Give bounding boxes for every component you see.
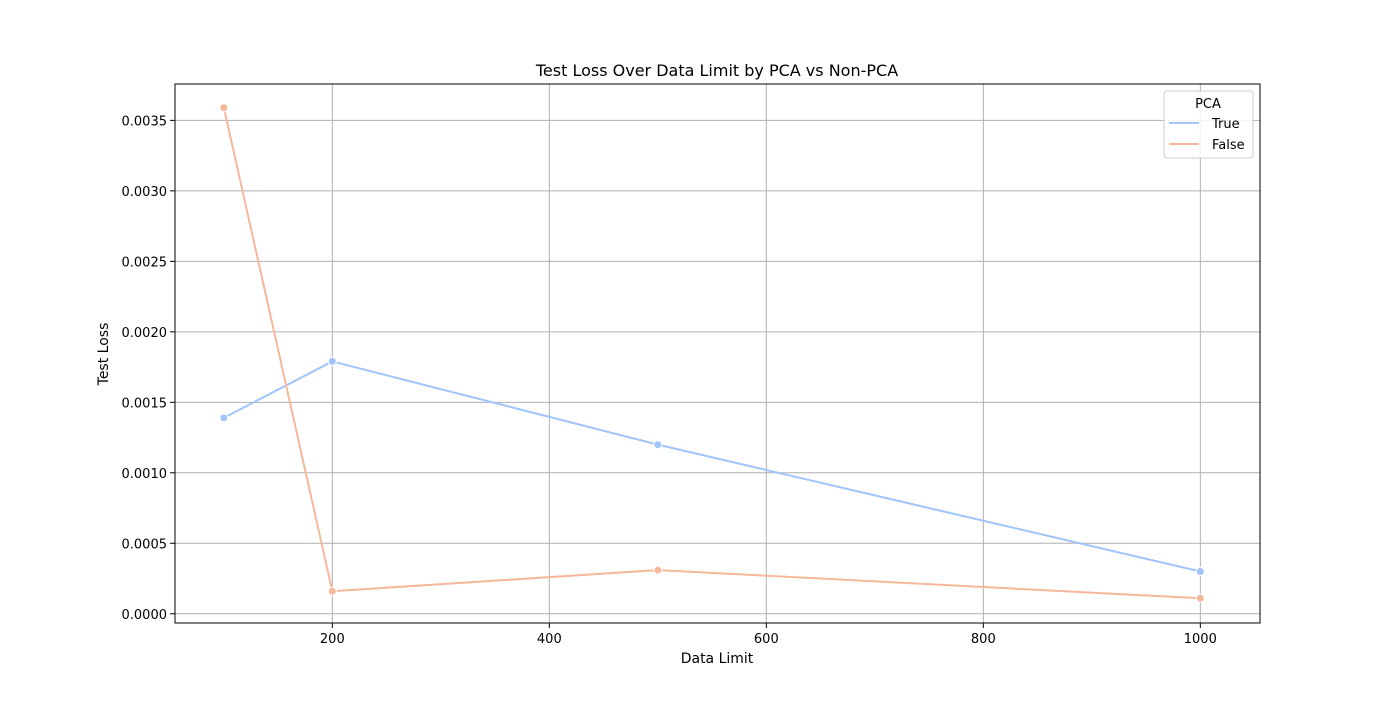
- series-layer: [219, 103, 1205, 603]
- data-point-true: [327, 356, 337, 366]
- legend-label-true: True: [1211, 117, 1240, 132]
- y-axis-ticks: 0.0000 0.0005 0.0010 0.0015 0.0020 0.0025 0.00…: [122, 114, 175, 623]
- x-axis-ticks: 200 400 600 800 1000: [320, 623, 1217, 647]
- y-axis-label: Test Loss: [96, 323, 112, 387]
- data-point-false: [219, 103, 229, 113]
- y-tick-label: 0.0035: [122, 114, 168, 129]
- series-line-true: [223, 360, 1201, 573]
- x-tick-label: 200: [320, 632, 345, 647]
- data-point-false: [327, 586, 337, 596]
- series-false: [219, 103, 1205, 603]
- data-point-true: [219, 413, 229, 423]
- data-point-true: [653, 440, 663, 450]
- data-point-false: [1195, 593, 1205, 603]
- data-point-true: [1195, 566, 1205, 576]
- y-tick-label: 0.0020: [122, 326, 168, 341]
- y-tick-label: 0.0005: [122, 537, 168, 552]
- x-tick-label: 800: [971, 632, 996, 647]
- series-true: [219, 356, 1205, 576]
- series-line-false: [222, 107, 1201, 600]
- y-tick-label: 0.0015: [122, 396, 168, 411]
- plot-frame: [174, 83, 1261, 624]
- data-point-false: [653, 565, 663, 575]
- legend-title: PCA: [1195, 97, 1221, 112]
- legend-label-false: False: [1212, 138, 1245, 153]
- y-tick-label: 0.0010: [122, 467, 168, 482]
- chart-title: Test Loss Over Data Limit by PCA vs Non-…: [535, 61, 898, 80]
- legend-box: [1163, 90, 1254, 159]
- y-tick-label: 0.0025: [122, 255, 168, 270]
- x-tick-label: 400: [537, 632, 562, 647]
- legend: PCA True False: [1163, 90, 1254, 159]
- y-tick-label: 0.0000: [122, 608, 168, 623]
- x-axis-label: Data Limit: [681, 651, 754, 667]
- grid: [175, 84, 1260, 623]
- x-tick-label: 600: [754, 632, 779, 647]
- y-tick-label: 0.0030: [122, 185, 168, 200]
- x-tick-label: 1000: [1184, 632, 1217, 647]
